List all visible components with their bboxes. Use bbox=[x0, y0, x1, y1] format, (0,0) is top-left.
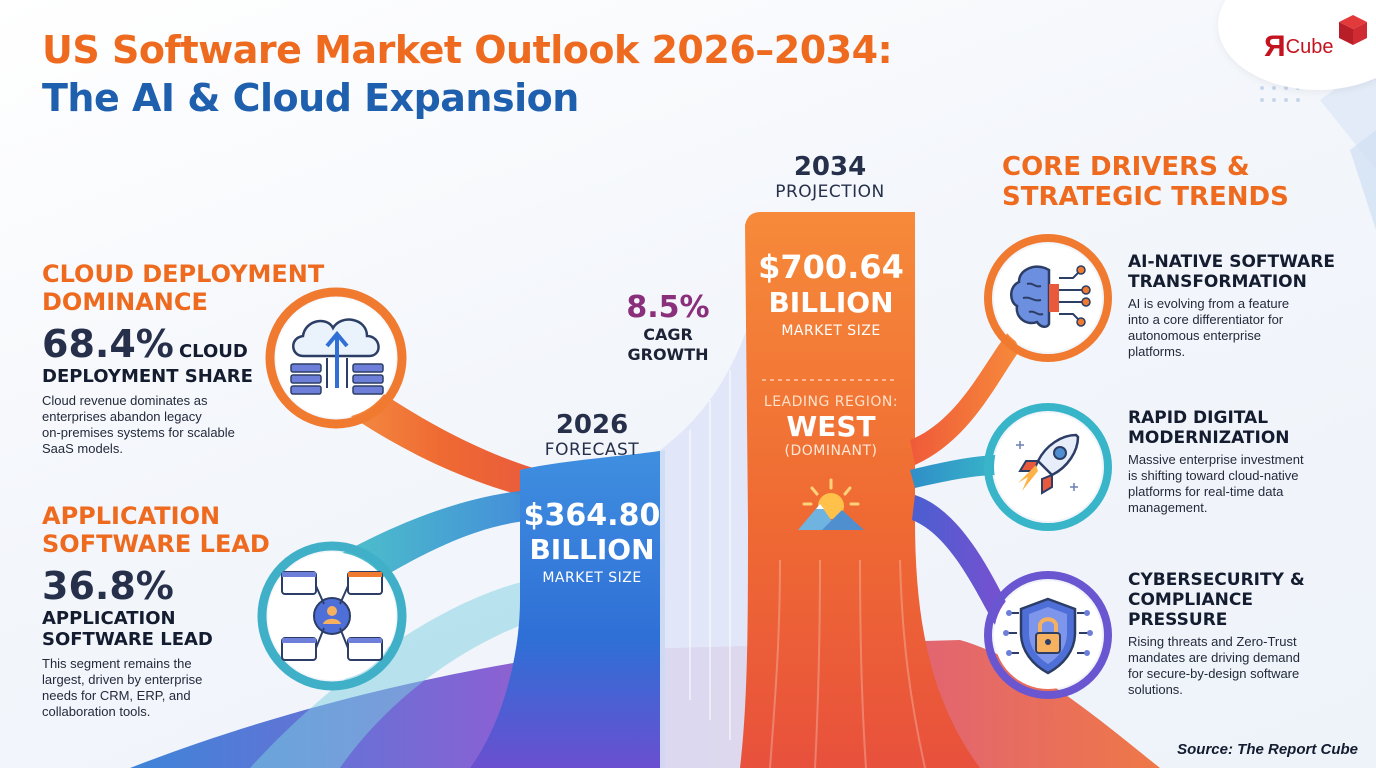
region-block: LEADING REGION: WEST (DOMINANT) bbox=[748, 394, 914, 459]
forecast-value-block: $364.80 BILLION MARKET SIZE bbox=[520, 498, 664, 586]
application-icon-circle bbox=[268, 552, 396, 680]
cloud-section: CLOUD DEPLOYMENT DOMINANCE 68.4% CLOUD D… bbox=[42, 260, 324, 457]
application-network-icon bbox=[281, 571, 383, 661]
projection-header: 2034 PROJECTION bbox=[750, 152, 910, 202]
driver-3-desc-1: Rising threats and Zero-Trust bbox=[1128, 634, 1297, 649]
cube-logo-icon bbox=[1339, 15, 1367, 45]
app-desc-2: largest, driven by enterprise bbox=[42, 672, 203, 687]
forecast-unit: BILLION bbox=[529, 533, 655, 566]
shield-lock-icon bbox=[1003, 597, 1093, 675]
source-credit: Source: The Report Cube bbox=[1177, 741, 1358, 758]
cagr-block: 8.5% CAGR GROWTH bbox=[598, 290, 738, 365]
cloud-stat: 68.4% bbox=[42, 322, 174, 366]
rocket-icon bbox=[1016, 433, 1080, 495]
driver-2-desc-2: is shifting toward cloud-native bbox=[1128, 468, 1299, 483]
cloud-stat-label-2: DEPLOYMENT SHARE bbox=[42, 366, 253, 387]
projection-label: PROJECTION bbox=[775, 182, 885, 202]
driver-2: RAPID DIGITAL MODERNIZATION Massive ente… bbox=[1128, 408, 1304, 516]
drivers-heading: CORE DRIVERS & STRATEGIC TRENDS bbox=[1002, 152, 1289, 212]
region-sub: (DOMINANT) bbox=[784, 443, 878, 459]
app-heading-1: APPLICATION bbox=[42, 502, 221, 530]
drivers-heading-2: STRATEGIC TRENDS bbox=[1002, 182, 1289, 212]
driver-2-title-2: MODERNIZATION bbox=[1128, 428, 1290, 448]
driver-3-title-3: PRESSURE bbox=[1128, 610, 1228, 630]
driver-2-desc-1: Massive enterprise investment bbox=[1128, 452, 1304, 467]
forecast-year: 2026 bbox=[555, 410, 629, 440]
cloud-desc-4: SaaS models. bbox=[42, 441, 123, 456]
driver-1-desc-4: platforms. bbox=[1128, 344, 1186, 359]
app-stat-label-1: APPLICATION bbox=[42, 608, 176, 629]
projection-value-block: $700.64 BILLION MARKET SIZE bbox=[748, 248, 914, 339]
company-logo[interactable]: RCube bbox=[1264, 30, 1333, 64]
region-label: LEADING REGION: bbox=[763, 394, 899, 410]
cloud-upload-servers-icon bbox=[290, 318, 384, 395]
cloud-desc-2: enterprises abandon legacy bbox=[42, 409, 202, 424]
sun-mountain-icon bbox=[798, 478, 864, 530]
projection-value: $700.64 bbox=[758, 248, 904, 286]
driver-3-title-1: CYBERSECURITY & bbox=[1128, 570, 1305, 590]
cloud-desc-1: Cloud revenue dominates as bbox=[42, 393, 208, 408]
app-desc-3: needs for CRM, ERP, and bbox=[42, 688, 191, 703]
app-desc-1: This segment remains the bbox=[42, 656, 192, 671]
cloud-heading-1: CLOUD DEPLOYMENT bbox=[42, 260, 325, 288]
forecast-value: $364.80 bbox=[523, 498, 661, 533]
driver-3: CYBERSECURITY & COMPLIANCE PRESSURE Risi… bbox=[1128, 570, 1305, 698]
driver-2-desc-3: platforms for real-time data bbox=[1128, 484, 1284, 499]
app-heading-2: SOFTWARE LEAD bbox=[42, 530, 270, 558]
driver-1-desc-1: AI is evolving from a feature bbox=[1128, 296, 1290, 311]
cloud-stat-label-1: CLOUD bbox=[178, 341, 248, 362]
driver-2-icon-circle bbox=[994, 413, 1102, 521]
application-section: APPLICATION SOFTWARE LEAD 36.8% APPLICAT… bbox=[42, 502, 270, 720]
page-subtitle: The AI & Cloud Expansion bbox=[42, 76, 579, 120]
logo-text: Cube bbox=[1285, 36, 1334, 58]
driver-1-title-1: AI-NATIVE SOFTWARE bbox=[1128, 252, 1335, 272]
forecast-label: FORECAST bbox=[544, 440, 640, 460]
cagr-label-2: GROWTH bbox=[627, 345, 709, 364]
driver-1: AI-NATIVE SOFTWARE TRANSFORMATION AI is … bbox=[1128, 252, 1335, 360]
driver-1-desc-3: autonomous enterprise bbox=[1128, 328, 1261, 343]
driver-1-desc-2: into a core differentiator for bbox=[1128, 312, 1284, 327]
projection-year: 2034 bbox=[793, 152, 867, 182]
cloud-heading-2: DOMINANCE bbox=[42, 288, 208, 316]
driver-3-desc-4: solutions. bbox=[1128, 682, 1183, 697]
projection-unit: BILLION bbox=[768, 286, 894, 319]
page-title: US Software Market Outlook 2026–2034: bbox=[42, 28, 893, 72]
cloud-desc-3: on-premises systems for scalable bbox=[42, 425, 235, 440]
driver-2-desc-4: management. bbox=[1128, 500, 1208, 515]
driver-2-title-1: RAPID DIGITAL bbox=[1128, 408, 1269, 428]
cagr-label-1: CAGR bbox=[643, 325, 693, 344]
cloud-icon-circle bbox=[276, 298, 396, 418]
forecast-header: 2026 FORECAST bbox=[520, 410, 664, 460]
driver-3-desc-2: mandates are driving demand bbox=[1128, 650, 1300, 665]
driver-3-desc-3: for secure-by-design software bbox=[1128, 666, 1300, 681]
driver-1-icon-circle bbox=[994, 244, 1102, 352]
cagr-value: 8.5% bbox=[626, 290, 710, 325]
logo-mark: R bbox=[1264, 30, 1286, 63]
app-desc-4: collaboration tools. bbox=[42, 704, 151, 719]
projection-sub: MARKET SIZE bbox=[781, 323, 881, 339]
app-stat: 36.8% bbox=[42, 564, 174, 608]
drivers-heading-1: CORE DRIVERS & bbox=[1002, 152, 1250, 182]
ai-brain-circuit-icon bbox=[1010, 265, 1091, 328]
driver-3-icon-circle bbox=[994, 581, 1102, 689]
app-stat-label-2: SOFTWARE LEAD bbox=[42, 629, 213, 650]
forecast-sub: MARKET SIZE bbox=[542, 570, 642, 586]
region-value: WEST bbox=[786, 410, 876, 443]
driver-3-title-2: COMPLIANCE bbox=[1128, 590, 1253, 610]
driver-1-title-2: TRANSFORMATION bbox=[1128, 272, 1307, 292]
